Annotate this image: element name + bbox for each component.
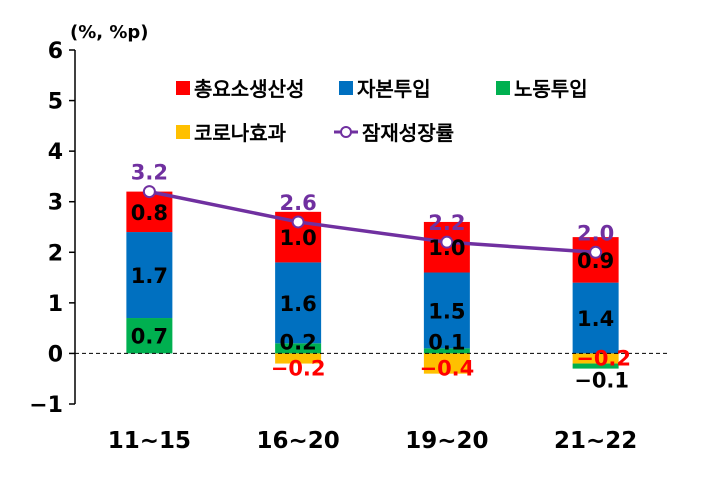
- bar-segment: [126, 232, 173, 319]
- unit-label: (%, %p): [70, 22, 149, 43]
- x-tick-label: 21~22: [554, 428, 637, 454]
- y-tick-label: 6: [48, 39, 63, 64]
- y-axis: −1 0 1 2 3 4 5 6: [29, 39, 76, 418]
- line-point: [291, 215, 305, 229]
- y-tick-label: 5: [48, 90, 63, 115]
- legend-label: 노동투입: [514, 77, 588, 101]
- line-label: 2.2: [428, 211, 465, 235]
- bar-segment: [275, 353, 322, 364]
- y-tick-label: 4: [48, 140, 63, 165]
- y-tick-label: 0: [48, 342, 63, 367]
- x-tick-label: 19~20: [405, 428, 488, 454]
- data-labels: 0.7 1.7 0.8 0.2 1.6 1.0 −0.2 0.1 1.5 1.0 −0.4 1.4 0.…: [131, 201, 631, 393]
- line-path: [149, 189, 596, 255]
- line-point: [589, 245, 603, 259]
- bar-segment: [423, 353, 470, 374]
- bar-segment: [275, 343, 322, 354]
- bar-segment: [126, 191, 173, 233]
- data-label: 0.8: [131, 201, 168, 225]
- y-tick-label: 2: [48, 241, 63, 266]
- data-label: −0.2: [576, 346, 631, 370]
- data-label: 0.2: [280, 330, 317, 354]
- line-series: 3.2 2.6 2.2 2.0: [131, 161, 614, 259]
- y-tick-label: 1: [48, 292, 63, 317]
- line-point: [440, 235, 454, 249]
- bar-segment: [572, 363, 619, 369]
- data-label: 1.5: [428, 299, 465, 323]
- data-label: 1.4: [577, 307, 614, 331]
- bars: [126, 191, 619, 374]
- legend-swatch: [176, 81, 190, 95]
- bar-segment: [126, 318, 173, 354]
- legend-label: 잠재성장률: [362, 121, 454, 145]
- data-label: 1.0: [280, 226, 317, 250]
- data-label: 1.0: [428, 236, 465, 260]
- legend-line-marker: [340, 126, 352, 138]
- data-label: −0.1: [574, 368, 629, 392]
- bar-segment: [275, 262, 322, 344]
- y-tick-label: 3: [48, 191, 63, 216]
- bar-segment: [572, 353, 619, 364]
- data-label: 0.1: [428, 330, 465, 354]
- data-label: −0.4: [419, 356, 474, 380]
- line-label: 2.6: [280, 191, 317, 215]
- line-label: 3.2: [131, 161, 168, 185]
- legend-swatch: [496, 81, 510, 95]
- bar-segment: [572, 237, 619, 283]
- bar-segment: [423, 348, 470, 354]
- data-label: −0.2: [271, 356, 326, 380]
- x-tick-label: 11~15: [108, 428, 191, 454]
- y-tick-label: −1: [29, 393, 63, 418]
- legend-label: 코로나효과: [194, 121, 287, 145]
- data-label: 1.6: [280, 292, 317, 316]
- legend-swatch: [339, 81, 353, 95]
- x-tick-label: 16~20: [256, 428, 339, 454]
- line-point: [142, 185, 156, 199]
- legend-label: 자본투입: [357, 77, 431, 101]
- data-label: 1.7: [131, 264, 168, 288]
- data-label: 0.7: [131, 325, 168, 349]
- bar-segment: [572, 282, 619, 354]
- legend-swatch: [176, 125, 190, 139]
- bar-segment: [423, 272, 470, 349]
- line-label: 2.0: [577, 221, 614, 245]
- data-label: 0.9: [577, 249, 614, 273]
- x-axis: 11~15 16~20 19~20 21~22: [108, 428, 638, 454]
- legend-label: 총요소생산성: [194, 77, 304, 101]
